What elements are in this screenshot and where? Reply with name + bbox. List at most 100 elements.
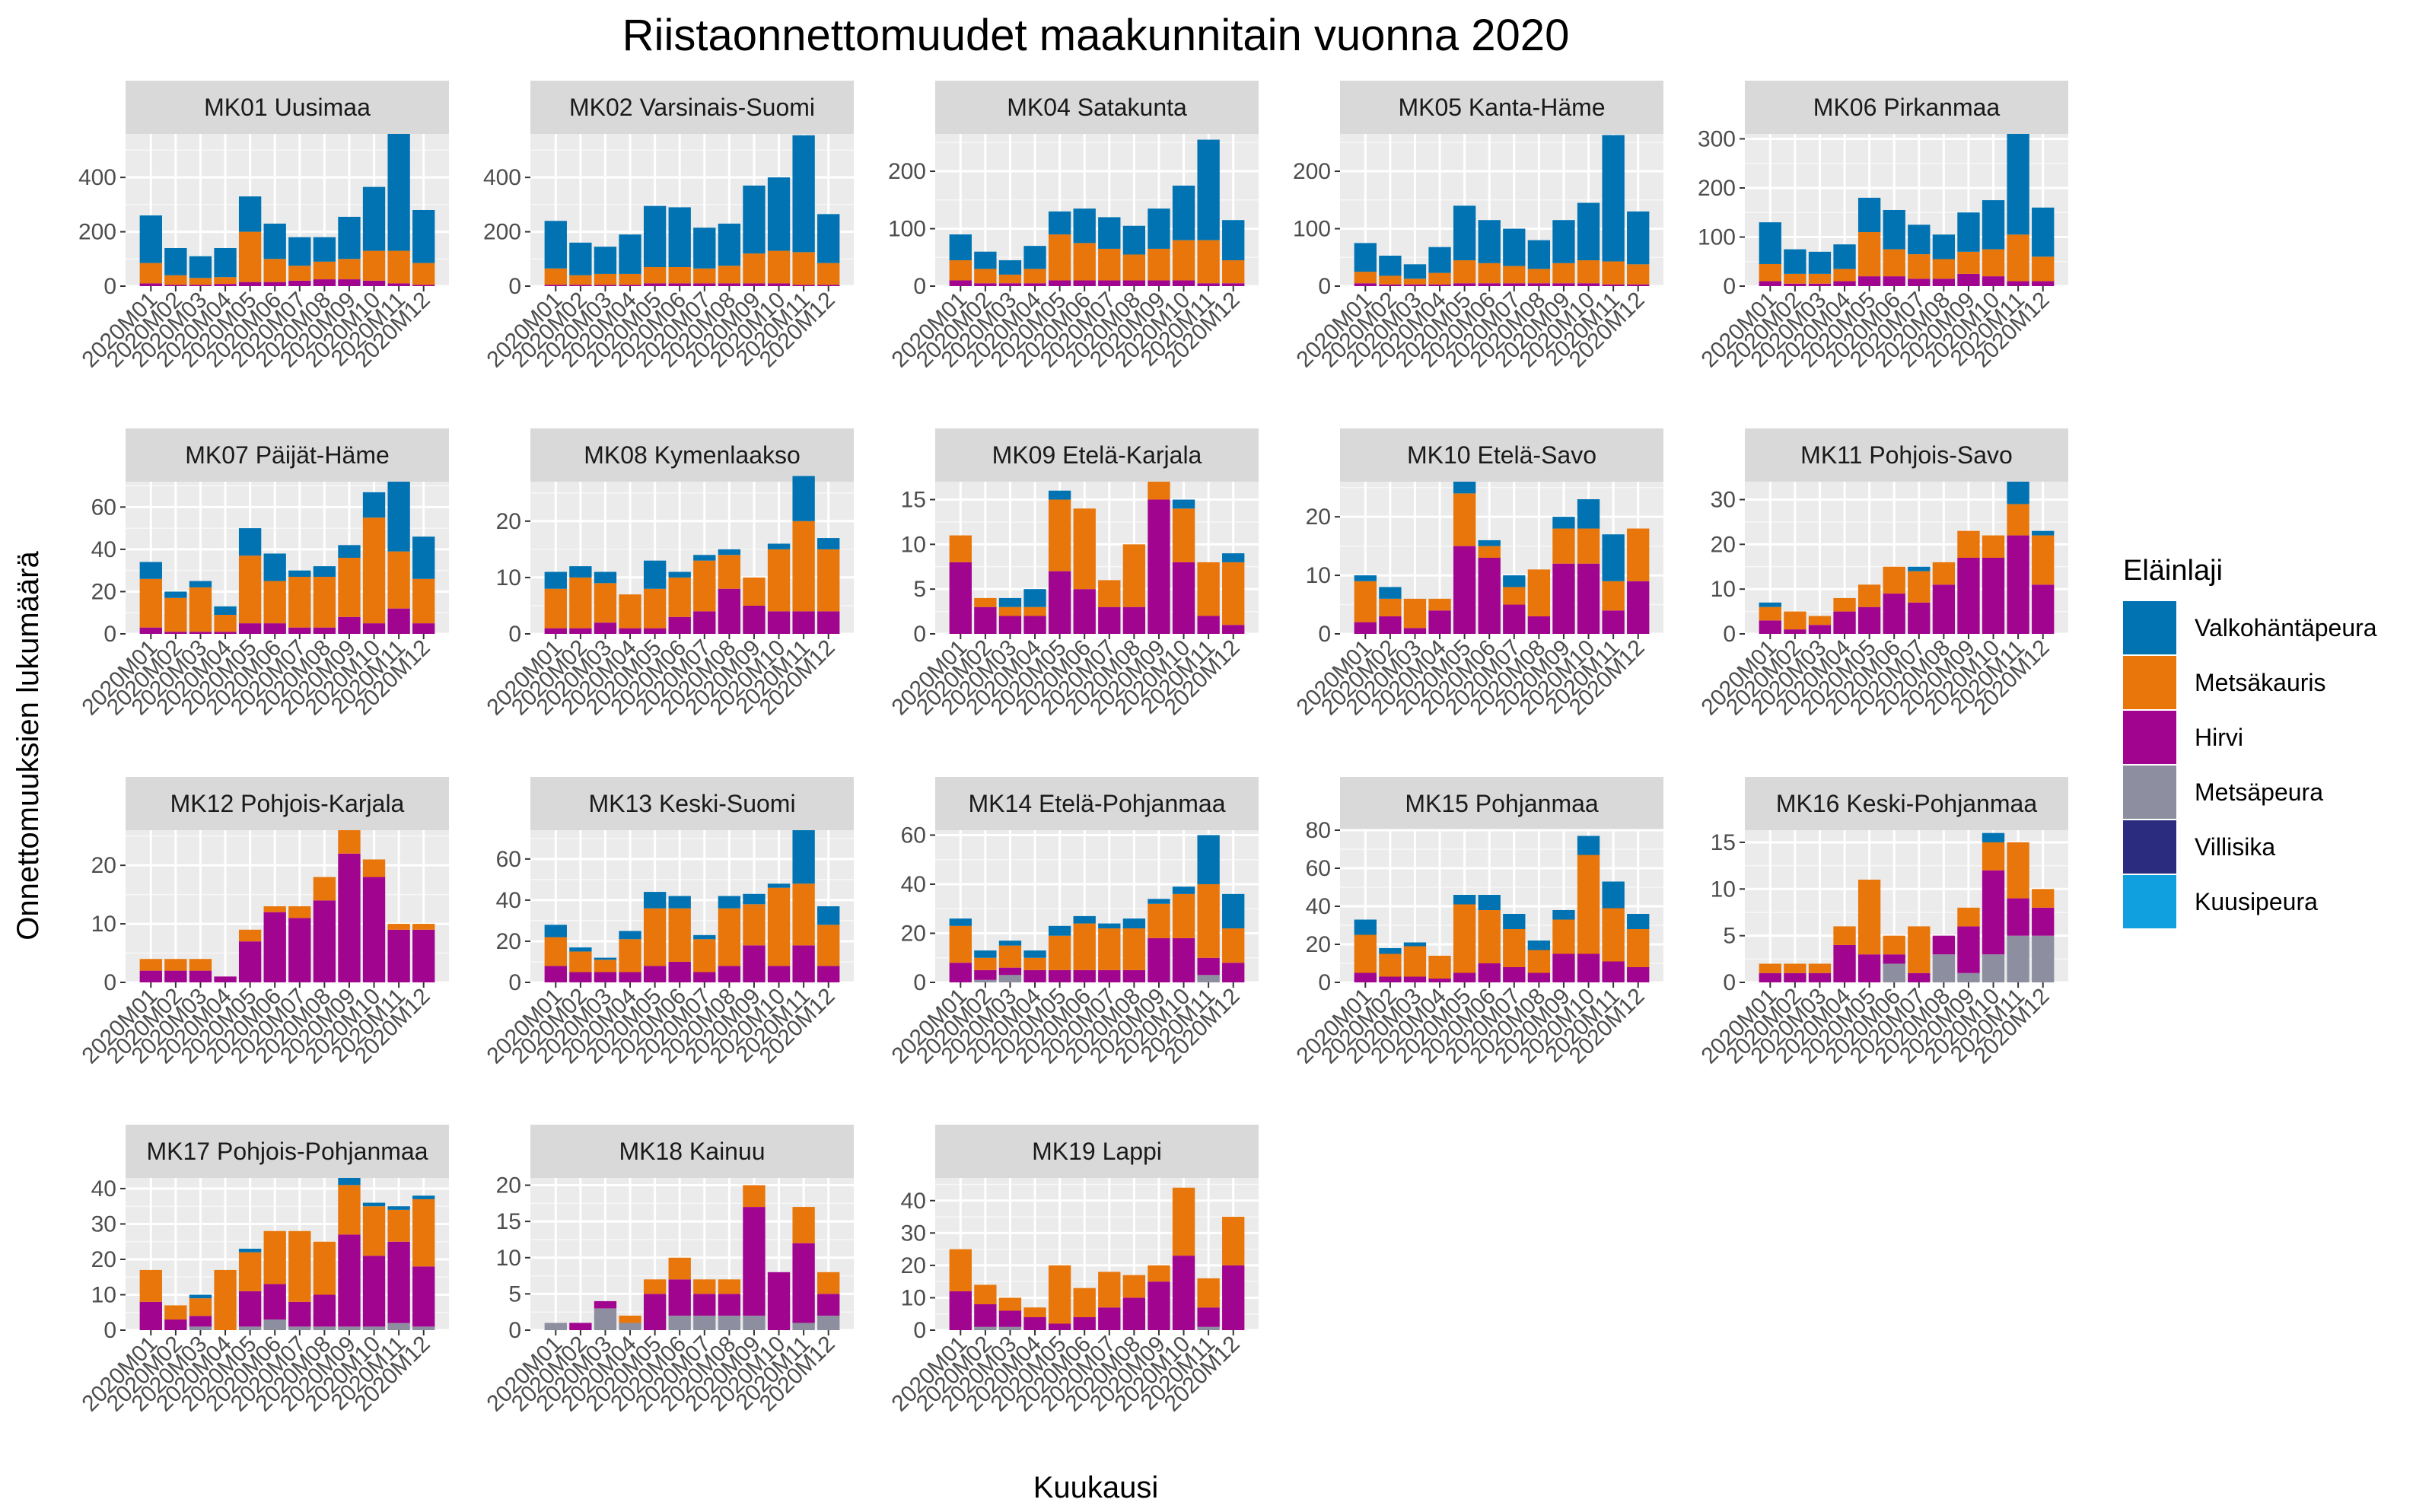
bar-segment — [362, 250, 386, 281]
bar-segment — [743, 945, 766, 982]
bar-segment — [238, 528, 262, 556]
y-tick-label: 400 — [483, 165, 521, 190]
bar-segment — [1354, 919, 1377, 935]
bar-segment — [1982, 832, 2005, 842]
y-tick-label: 30 — [1711, 488, 1736, 513]
bar-segment — [164, 285, 187, 286]
bar-segment — [164, 275, 187, 285]
bar-segment — [362, 877, 386, 982]
y-tick-label: 300 — [1698, 126, 1736, 151]
bar-segment — [1883, 276, 1905, 286]
bar-segment — [1627, 914, 1650, 929]
y-tick-label: 0 — [508, 274, 521, 299]
bar-segment — [1883, 566, 1905, 594]
y-tick-label: 0 — [103, 970, 116, 995]
bar-segment — [412, 536, 435, 579]
bar-segment — [387, 924, 410, 930]
bar-segment — [1122, 606, 1146, 634]
bar-segment — [1148, 248, 1170, 281]
bar-segment — [313, 627, 336, 634]
bar-segment — [1379, 976, 1402, 982]
bar-segment — [1552, 263, 1575, 284]
bar-segment — [313, 566, 336, 577]
facet-strip — [530, 428, 854, 482]
bar-segment — [1957, 212, 1980, 252]
bar-segment — [2032, 584, 2055, 634]
bar-segment — [594, 285, 617, 286]
bar-segment — [1098, 1307, 1121, 1330]
bar-segment — [1023, 246, 1046, 269]
bar-segment — [1023, 1307, 1046, 1317]
bar-segment — [718, 588, 741, 634]
bar-segment — [338, 830, 361, 854]
bar-segment — [1808, 616, 1832, 625]
bar-segment — [693, 555, 716, 561]
bar-segment — [338, 616, 361, 634]
bar-segment — [974, 979, 997, 982]
bar-segment — [1503, 914, 1526, 929]
bar-segment — [1073, 923, 1096, 970]
bar-segment — [1857, 197, 1881, 233]
bar-segment — [718, 266, 741, 284]
bar-segment — [1172, 1187, 1195, 1256]
bar-segment — [643, 966, 667, 982]
facet-strip — [935, 428, 1259, 482]
bar-segment — [569, 972, 592, 982]
bar-segment — [1808, 283, 1832, 286]
bar-segment — [412, 929, 435, 982]
y-tick-label: 20 — [91, 1247, 116, 1272]
bar-segment — [2032, 935, 2055, 982]
facet-strip-label: MK17 Pohjois-Pohjanmaa — [147, 1138, 428, 1165]
bar-segment — [1122, 254, 1146, 281]
legend: Eläinlaji Valkohäntäpeura Metsäkauris Hirv… — [2123, 555, 2377, 928]
bar-segment — [1527, 616, 1551, 634]
bar-segment — [1172, 499, 1195, 509]
bar-segment — [949, 963, 972, 982]
bar-segment — [1073, 280, 1096, 286]
bar-segment — [214, 632, 237, 634]
bar-segment — [1602, 135, 1625, 262]
bar-segment — [139, 959, 162, 971]
bar-segment — [2032, 207, 2055, 257]
bar-segment — [1602, 610, 1625, 634]
bar-segment — [949, 925, 972, 963]
bar-segment — [139, 283, 162, 286]
bar-segment — [1023, 606, 1046, 616]
bar-segment — [792, 611, 815, 634]
bar-segment — [1098, 248, 1121, 281]
facet-strip — [530, 81, 854, 134]
bar-segment — [1627, 264, 1650, 285]
facet-panel: MK19 Lappi0102030402020M012020M022020M03… — [887, 1125, 1259, 1416]
bar-segment — [2007, 234, 2029, 282]
bar-segment — [1023, 589, 1046, 607]
facet-panel: MK07 Päijät-Häme02040602020M012020M02202… — [77, 428, 449, 720]
bar-segment — [743, 283, 766, 286]
bar-segment — [189, 587, 212, 632]
bar-segment — [263, 906, 286, 912]
bar-segment — [214, 284, 237, 286]
bar-segment — [643, 267, 667, 284]
bar-segment — [1403, 264, 1427, 279]
bar-segment — [1453, 972, 1476, 982]
bar-segment — [1527, 941, 1551, 950]
facet-panel: MK10 Etelä-Savo010202020M012020M022020M0… — [1291, 428, 1663, 720]
bar-segment — [1908, 279, 1931, 286]
bar-segment — [1602, 534, 1625, 581]
bar-segment — [817, 906, 840, 925]
bar-segment — [362, 492, 386, 518]
y-tick-label: 0 — [1723, 970, 1736, 995]
bar-segment — [189, 256, 212, 279]
bar-segment — [1883, 954, 1905, 964]
bar-segment — [594, 1308, 617, 1330]
bar-segment — [2032, 281, 2055, 286]
facet-strip — [126, 428, 449, 482]
facet-panel: MK06 Pirkanmaa01002003002020M012020M0220… — [1696, 81, 2068, 372]
bar-segment — [693, 1315, 716, 1330]
y-tick-label: 20 — [91, 853, 116, 878]
bar-segment — [338, 545, 361, 558]
facet-strip-label: MK02 Varsinais-Suomi — [569, 94, 815, 121]
facet-strip-label: MK15 Pohjanmaa — [1405, 790, 1599, 817]
bar-segment — [1784, 611, 1806, 630]
bar-segment — [643, 560, 667, 589]
y-tick-label: 20 — [496, 929, 521, 954]
